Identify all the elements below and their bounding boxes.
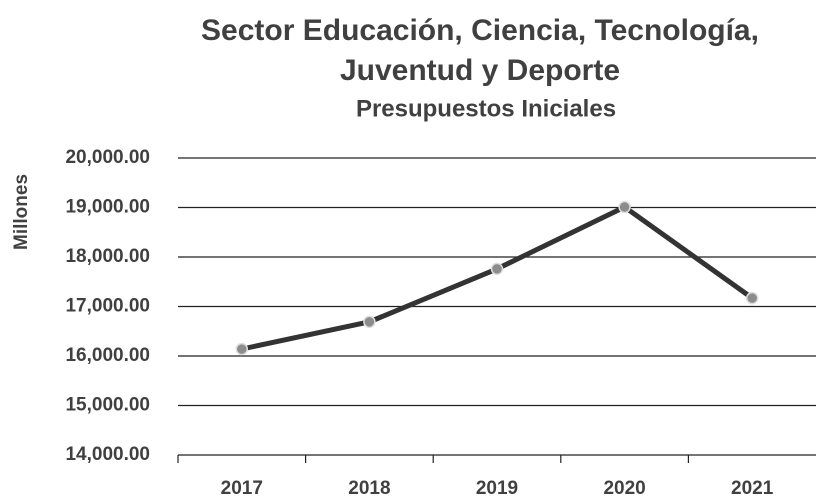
x-tick-label: 2018: [348, 478, 390, 498]
y-tick-label: 18,000.00: [65, 246, 150, 267]
marker: [490, 262, 504, 276]
x-tick-label: 2020: [603, 478, 645, 498]
y-tick-label: 16,000.00: [65, 345, 150, 366]
y-tick-label: 15,000.00: [65, 395, 150, 416]
chart-subtitle: Presupuestos Iniciales: [356, 95, 616, 122]
y-tick-label: 17,000.00: [65, 296, 150, 317]
x-tick-label: 2019: [476, 478, 518, 498]
x-tick-label: 2021: [731, 478, 774, 498]
chart-title: Juventud y Deporte: [340, 54, 620, 87]
marker: [235, 342, 249, 356]
marker: [363, 315, 376, 329]
y-tick-label: 19,000.00: [65, 197, 150, 218]
y-tick-label: 14,000.00: [65, 444, 150, 465]
y-axis-label: Millones: [11, 174, 32, 250]
y-tick-label: 20,000.00: [65, 147, 150, 168]
marker: [618, 200, 631, 214]
x-tick-label: 2017: [221, 478, 263, 498]
marker: [745, 291, 759, 305]
chart-title: Sector Educación, Ciencia, Tecnología,: [201, 14, 759, 47]
line: [241, 204, 754, 352]
